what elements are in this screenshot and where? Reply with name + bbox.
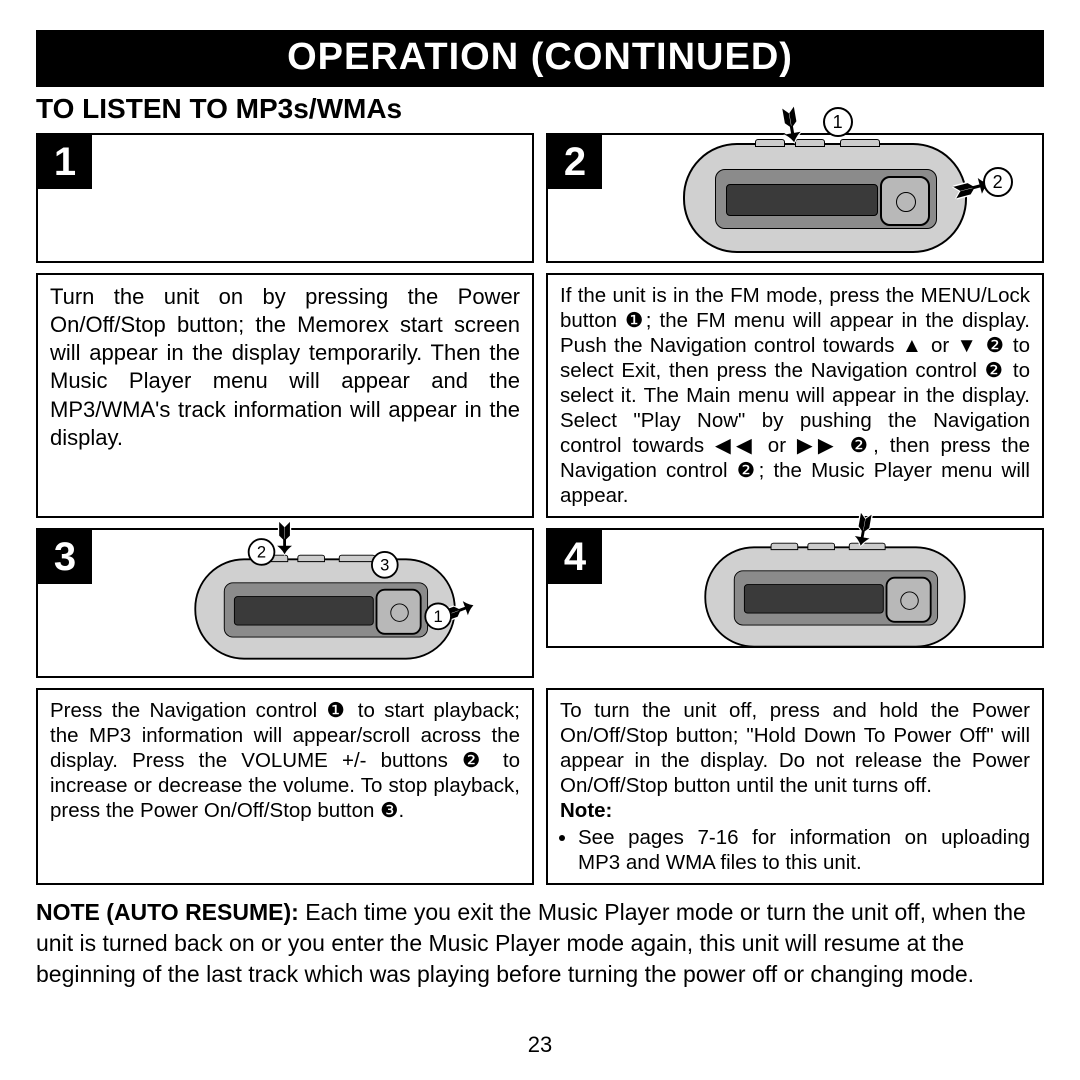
callout-label: 1 [823,107,853,137]
section-title: OPERATION (CONTINUED) [36,30,1044,87]
step-number: 2 [548,135,602,189]
step4-text: To turn the unit off, press and hold the… [546,688,1044,885]
step1-text: Turn the unit on by pressing the Power O… [36,273,534,518]
note-label: Note: [560,799,612,822]
step2-text: If the unit is in the FM mode, press the… [546,273,1044,518]
step4-body: To turn the unit off, press and hold the… [560,699,1030,797]
device-illustration: ➴ [704,547,965,648]
callout-label: 3 [371,551,399,579]
step3-text: Press the Navigation control ❶ to start … [36,688,534,885]
step1-image-cell: 1 [36,133,534,263]
step2-image-cell: 2 ➴ 1 ➴ 2 [546,133,1044,263]
callout-label: 2 [983,167,1013,197]
callout-label: 2 [247,538,275,566]
section-subtitle: TO LISTEN TO MP3s/WMAs [36,93,1044,125]
note-item: See pages 7-16 for information on upload… [578,825,1030,875]
note-list: See pages 7-16 for information on upload… [578,825,1030,875]
step-number: 3 [38,530,92,584]
steps-grid: 1 2 ➴ 1 ➴ 2 Turn the unit on by pressing… [36,133,1044,885]
step-number: 4 [548,530,602,584]
auto-resume-note: NOTE (AUTO RESUME): Each time you exit t… [36,897,1044,990]
device-illustration: ➴ 1 ➴ 2 [683,143,967,253]
footnote-lead: NOTE (AUTO RESUME): [36,899,305,925]
page-number: 23 [0,1032,1080,1058]
device-illustration: ➴ 2 3 ➴ 1 [194,558,455,659]
step4-image-cell: 4 ➴ [546,528,1044,648]
manual-page: OPERATION (CONTINUED) TO LISTEN TO MP3s/… [0,0,1080,1080]
step3-image-cell: 3 ➴ 2 3 ➴ 1 [36,528,534,678]
step-number: 1 [38,135,92,189]
callout-label: 1 [424,602,452,630]
